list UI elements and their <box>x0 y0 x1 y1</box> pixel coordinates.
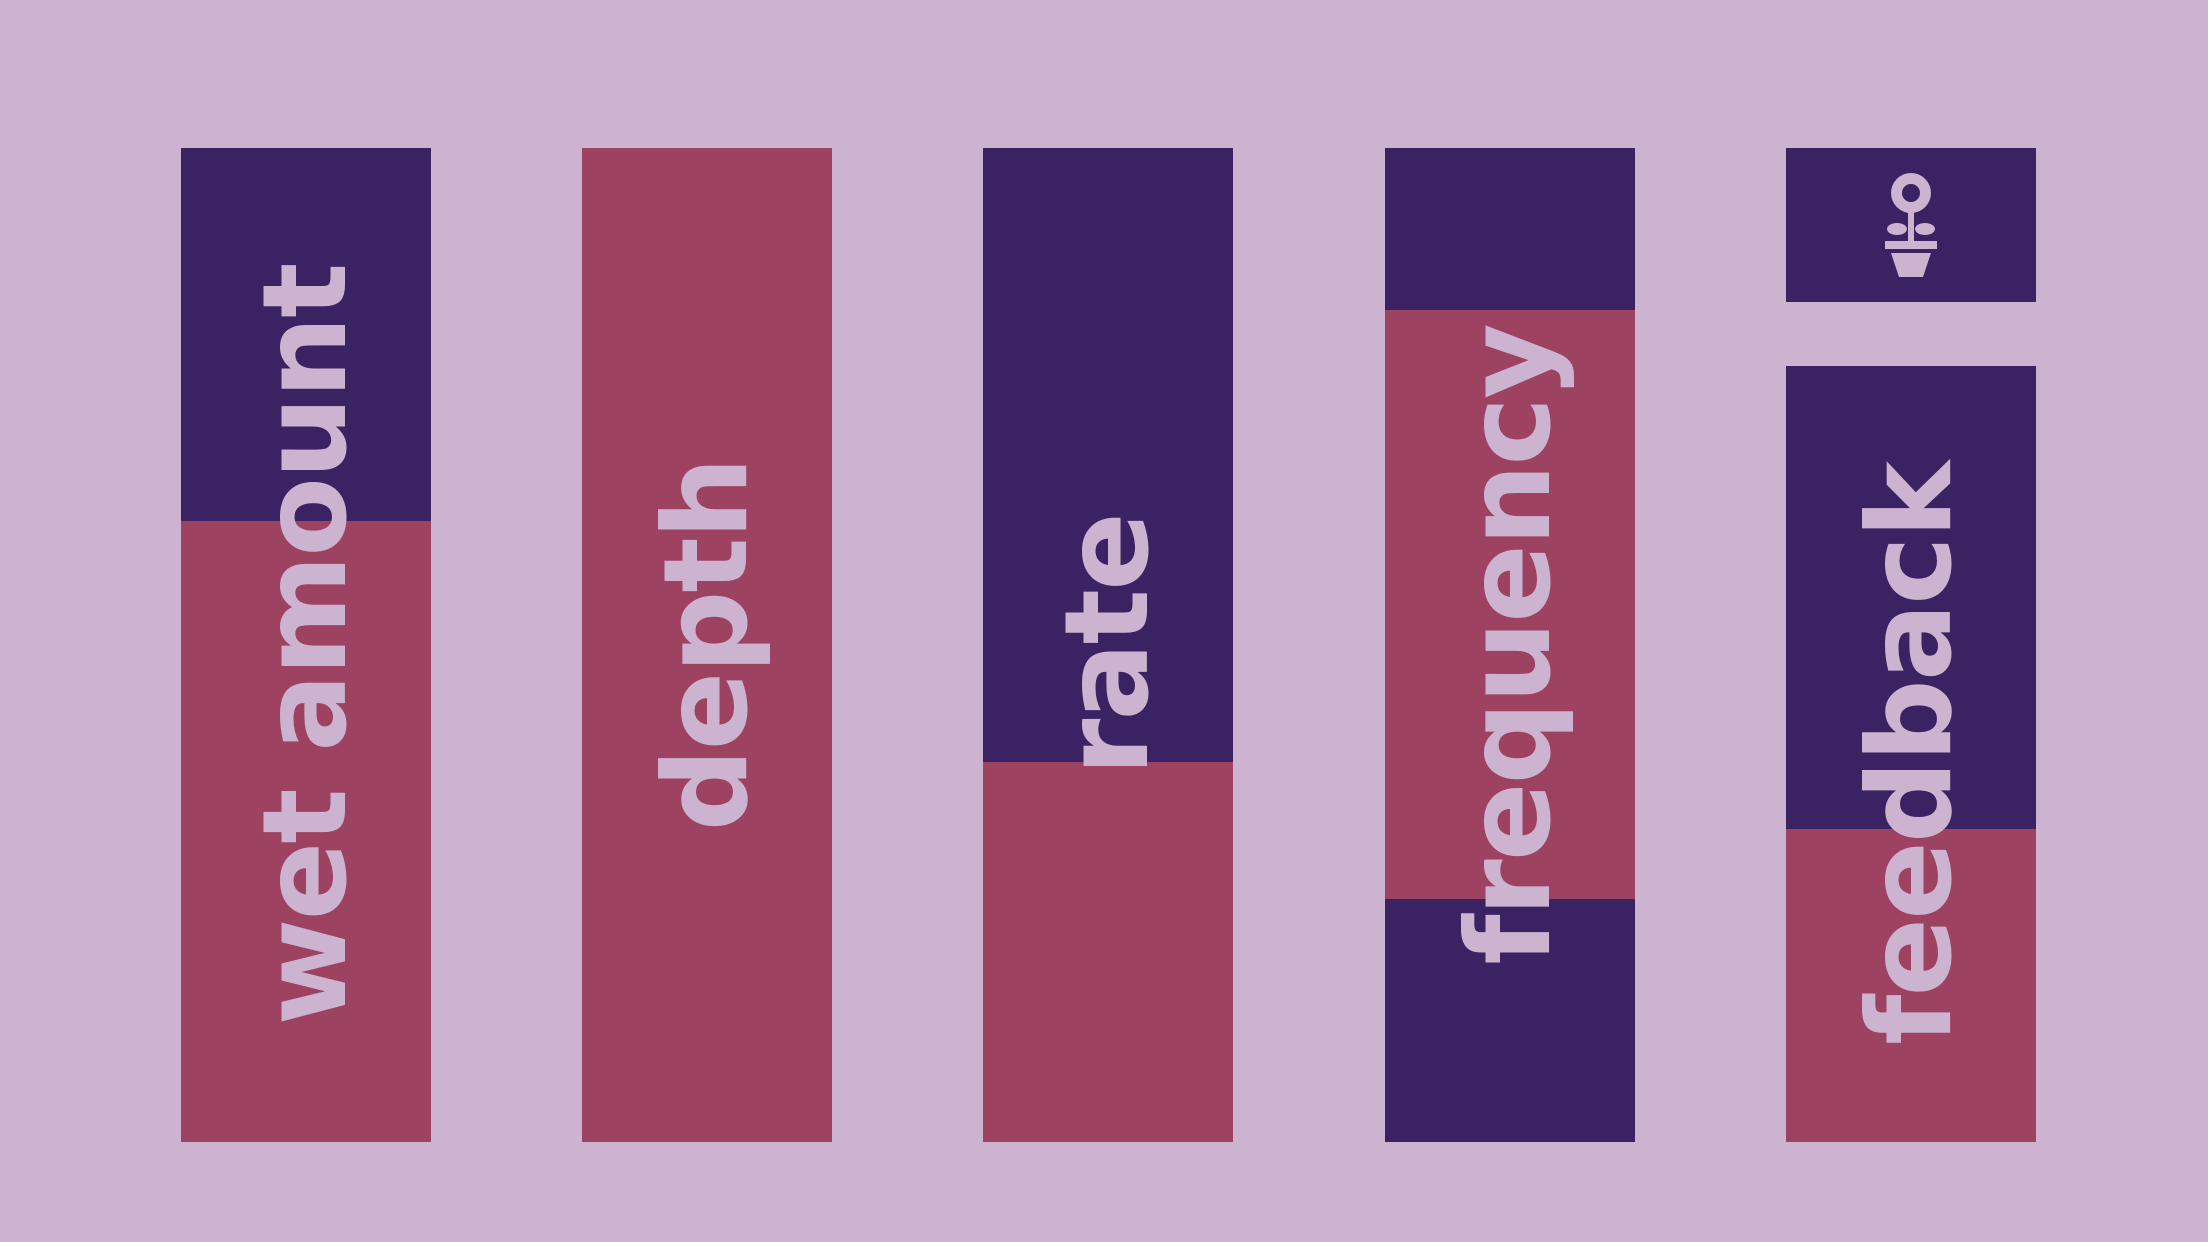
slider-label: rate <box>1040 514 1175 776</box>
flower-pot-button[interactable] <box>1786 148 2036 302</box>
slider-fill <box>1786 366 2036 830</box>
wet-amount-slider[interactable]: wet amount <box>181 148 431 1142</box>
flower-pot-icon <box>1885 173 1937 277</box>
slider-label: depth <box>639 458 774 832</box>
slider-fill <box>1385 148 1635 311</box>
feedback-slider[interactable]: feedback <box>1786 366 2036 1142</box>
slider-fill <box>181 148 431 521</box>
slider-fill <box>983 148 1233 763</box>
slider-label: wet amount <box>238 264 373 1026</box>
depth-slider[interactable]: depth <box>582 148 832 1142</box>
slider-fill-lower <box>1385 899 1635 1142</box>
slider-label: feedback <box>1843 462 1978 1046</box>
frequency-slider[interactable]: frequency <box>1385 148 1635 1142</box>
slider-label: frequency <box>1442 325 1577 965</box>
rate-slider[interactable]: rate <box>983 148 1233 1142</box>
